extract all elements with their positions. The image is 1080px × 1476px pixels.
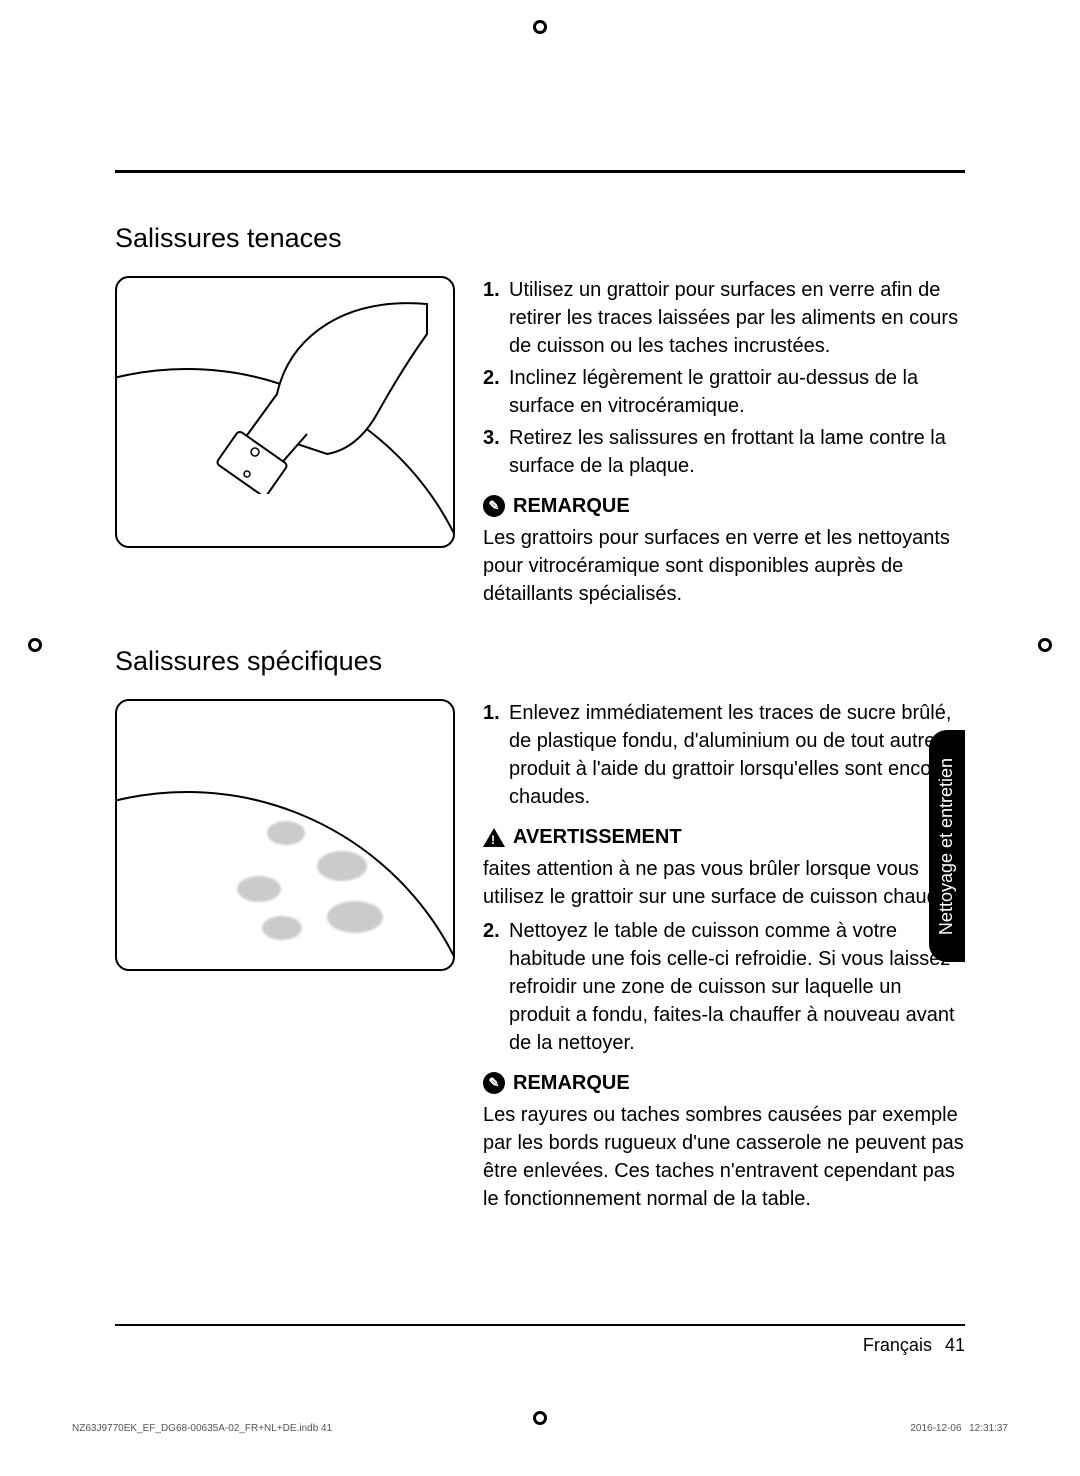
scraper-hand-svg <box>177 294 437 494</box>
list-item: 2. Nettoyez le table de cuisson comme à … <box>483 917 965 1057</box>
warning-icon <box>483 828 505 847</box>
header-rule <box>115 170 965 173</box>
section2-row: 1. Enlevez immédiatement les traces de s… <box>115 699 965 1213</box>
warning-label: AVERTISSEMENT <box>513 823 682 851</box>
footer-rule <box>115 1324 965 1326</box>
note-callout: ✎ REMARQUE <box>483 1069 965 1097</box>
step-number: 2. <box>483 917 509 1057</box>
print-info-left: NZ63J9770EK_EF_DG68-00635A-02_FR+NL+DE.i… <box>72 1423 332 1434</box>
step-body: Retirez les salissures en frottant la la… <box>509 424 965 480</box>
note-label: REMARQUE <box>513 1069 630 1097</box>
section1-illustration <box>115 276 455 548</box>
footer-language: Français <box>863 1335 932 1355</box>
section1-title: Salissures tenaces <box>115 223 965 254</box>
step-number: 1. <box>483 699 509 811</box>
section2-illustration <box>115 699 455 971</box>
list-item: 2. Inclinez légèrement le grattoir au-de… <box>483 364 965 420</box>
step-body: Utilisez un grattoir pour surfaces en ve… <box>509 276 965 360</box>
step-number: 1. <box>483 276 509 360</box>
step-body: Enlevez immédiatement les traces de sucr… <box>509 699 965 811</box>
page: Salissures tenaces 1. Utilisez un gratto… <box>0 0 1080 1476</box>
warning-body: faites attention à ne pas vous brûler lo… <box>483 855 965 911</box>
note-icon: ✎ <box>483 1072 505 1094</box>
list-item: 3. Retirez les salissures en frottant la… <box>483 424 965 480</box>
print-info-right: 2016-12-06 12:31:37 <box>910 1423 1008 1434</box>
list-item: 1. Utilisez un grattoir pour surfaces en… <box>483 276 965 360</box>
note-icon: ✎ <box>483 495 505 517</box>
note-callout: ✎ REMARQUE <box>483 492 965 520</box>
section1-row: 1. Utilisez un grattoir pour surfaces en… <box>115 276 965 608</box>
section2-text: 1. Enlevez immédiatement les traces de s… <box>483 699 965 1213</box>
section1-text: 1. Utilisez un grattoir pour surfaces en… <box>483 276 965 608</box>
footer-text: Français 41 <box>863 1335 965 1356</box>
step-number: 2. <box>483 364 509 420</box>
warning-callout: AVERTISSEMENT <box>483 823 965 851</box>
step-number: 3. <box>483 424 509 480</box>
section2-title: Salissures spécifiques <box>115 646 965 677</box>
footer-page: 41 <box>945 1335 965 1355</box>
note-label: REMARQUE <box>513 492 630 520</box>
list-item: 1. Enlevez immédiatement les traces de s… <box>483 699 965 811</box>
side-tab: Nettoyage et entretien <box>929 730 965 962</box>
note-body: Les grattoirs pour surfaces en verre et … <box>483 524 965 608</box>
note-body: Les rayures ou taches sombres causées pa… <box>483 1101 965 1213</box>
step-body: Inclinez légèrement le grattoir au-dessu… <box>509 364 965 420</box>
step-body: Nettoyez le table de cuisson comme à vot… <box>509 917 965 1057</box>
side-tab-label: Nettoyage et entretien <box>937 757 958 934</box>
